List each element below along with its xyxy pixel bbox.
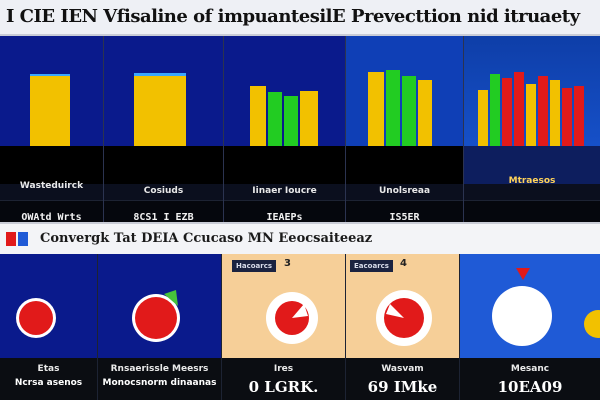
pie-background <box>0 254 97 358</box>
pie-slice <box>292 304 308 318</box>
pie-slice <box>19 301 53 335</box>
chart-floor <box>104 146 223 184</box>
pie-slice <box>584 310 600 338</box>
chart-plot <box>0 36 103 146</box>
panel-value-row <box>224 200 345 222</box>
pie-slice <box>386 304 404 318</box>
chart-floor <box>464 146 600 184</box>
panel-label: Mtraesos <box>508 176 556 186</box>
bar <box>562 88 572 146</box>
chart-panel-3[interactable]: Iinaer Ioucre IEAEPs <box>224 36 346 222</box>
panel-label: Iinaer Ioucre <box>252 186 317 196</box>
bar <box>502 78 512 146</box>
chart-panel-5[interactable]: Mtraesos <box>464 36 600 222</box>
panel-label: Unolsreaa <box>378 186 431 196</box>
pie-slice <box>135 297 177 339</box>
bar <box>134 76 186 146</box>
section-title: Convergk Tat DEIA Ccucaso MN Eeocsaiteea… <box>40 231 373 246</box>
panel-label: Cosiuds <box>143 186 184 196</box>
chart-plot <box>104 36 223 146</box>
bar <box>402 76 416 146</box>
bar-cap <box>134 73 186 76</box>
pie-card-1[interactable]: Etas Ncrsa asenos <box>0 254 98 400</box>
pie-card-3[interactable]: Hacoarcs 3 Ires 0 LGRK. <box>222 254 346 400</box>
bar <box>526 84 536 146</box>
pie-chart <box>376 290 432 346</box>
card-label: Ires <box>273 364 294 374</box>
chart-floor <box>0 146 103 184</box>
panel-value-row <box>104 200 223 222</box>
page-title: I CIE IEN Vfisaline of impuantesilE Prev… <box>6 6 580 27</box>
bar <box>386 70 400 146</box>
bar <box>268 92 282 146</box>
panel-value: IEAEPs <box>266 212 303 222</box>
chart-panel-4[interactable]: Unolsreaa IS5ER <box>346 36 464 222</box>
panel-value-row <box>464 200 600 222</box>
card-footer <box>98 358 221 400</box>
pie-chart <box>132 290 180 342</box>
chart-plot <box>346 36 463 146</box>
flag-icon <box>18 232 28 246</box>
card-footer <box>460 358 600 400</box>
pie-background <box>460 254 600 358</box>
pie-card-2[interactable]: Rnsaerissle Meesrs Monocsnorm dinaanas <box>98 254 222 400</box>
card-footer <box>222 358 345 400</box>
card-label: Mesanc <box>510 364 550 374</box>
chart-panel-2[interactable]: Cosiuds 8CS1 I EZB <box>104 36 224 222</box>
pointer-icon <box>516 268 530 280</box>
bar <box>30 76 70 146</box>
pie-slice <box>164 290 178 306</box>
chart-panel-1[interactable]: Wasteduirck OWAtd Wrts <box>0 36 104 222</box>
dashboard-header: I CIE IEN Vfisaline of impuantesilE Prev… <box>0 0 600 36</box>
bar <box>538 76 548 146</box>
bar <box>368 72 384 146</box>
pie-chart <box>16 298 56 338</box>
bar <box>514 72 524 146</box>
card-label: Wasvam <box>381 364 424 374</box>
card-value: 0 LGRK. <box>248 378 319 396</box>
chart-plot <box>464 36 600 146</box>
pie-card-4[interactable]: Eacoarcs 4 Wasvam 69 IMke <box>346 254 460 400</box>
panel-value-row <box>346 200 463 222</box>
card-label: Etas <box>37 364 60 374</box>
bar <box>250 86 266 146</box>
card-number: 4 <box>400 258 407 269</box>
panel-label: Wasteduirck <box>19 181 84 191</box>
chart-floor <box>224 146 345 184</box>
card-value: 10EA09 <box>497 378 563 396</box>
card-value: 69 IMke <box>367 378 438 396</box>
pie-slice <box>492 286 552 346</box>
chart-floor <box>346 146 463 184</box>
panel-value: 8CS1 I EZB <box>133 212 194 222</box>
panel-value: IS5ER <box>389 212 420 222</box>
card-value: Monocsnorm dinaanas <box>102 378 217 388</box>
section-header: Convergk Tat DEIA Ccucaso MN Eeocsaiteea… <box>0 222 600 254</box>
bar <box>300 91 318 146</box>
card-label: Rnsaerissle Meesrs <box>110 364 209 374</box>
bar <box>550 80 560 146</box>
bar <box>490 74 500 146</box>
card-value: Ncrsa asenos <box>14 378 83 388</box>
card-footer <box>0 358 97 400</box>
bar <box>574 86 584 146</box>
pie-background <box>98 254 221 358</box>
chart-plot <box>224 36 345 146</box>
card-footer <box>346 358 459 400</box>
bar-cap <box>30 74 70 76</box>
bar <box>284 96 298 146</box>
card-number: 3 <box>284 258 291 269</box>
bar <box>478 90 488 146</box>
card-tag: Eacoarcs <box>350 260 393 272</box>
bar <box>418 80 432 146</box>
panel-value: OWAtd Wrts <box>21 212 82 222</box>
pie-chart <box>266 292 318 344</box>
pie-card-5[interactable]: Mesanc 10EA09 <box>460 254 600 400</box>
flag-icon <box>6 232 16 246</box>
panel-value-row <box>0 200 103 222</box>
card-tag: Hacoarcs <box>232 260 277 272</box>
pie-chart <box>492 268 600 346</box>
